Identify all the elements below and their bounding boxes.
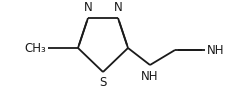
Text: NH: NH [141, 70, 158, 83]
Text: NH: NH [206, 43, 223, 57]
Text: CH₃: CH₃ [24, 41, 46, 55]
Text: S: S [99, 76, 106, 89]
Text: N: N [83, 1, 92, 14]
Text: N: N [113, 1, 122, 14]
